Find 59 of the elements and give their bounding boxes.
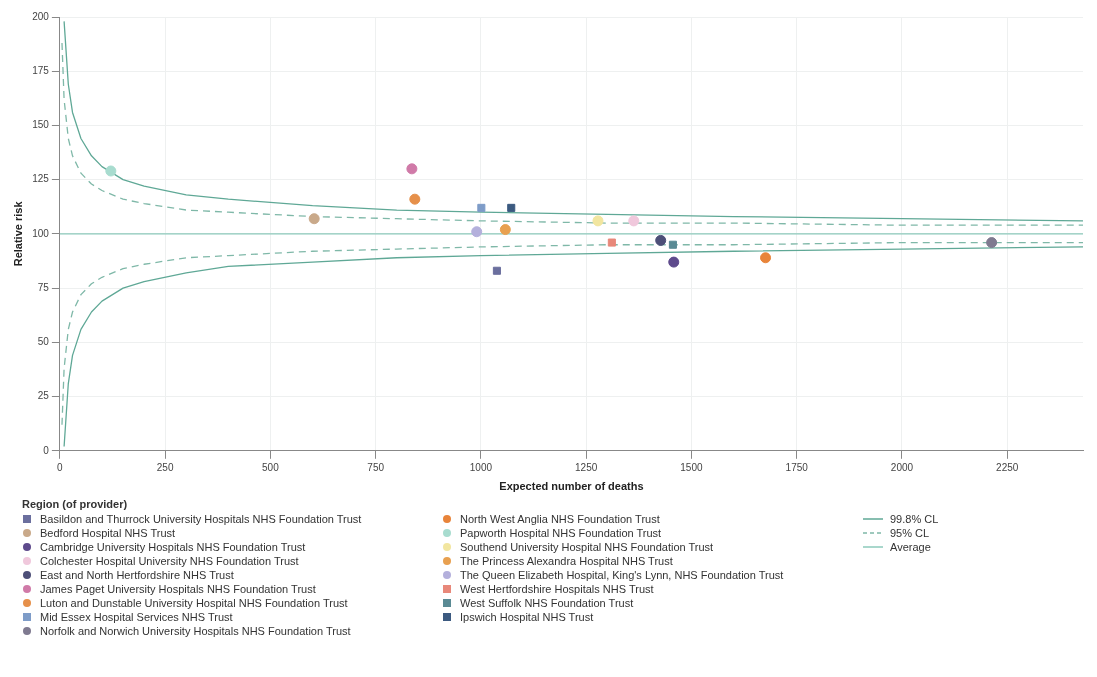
point <box>477 203 486 212</box>
point <box>668 240 677 249</box>
point <box>986 237 998 249</box>
legend-label: The Princess Alexandra Hospital NHS Trust <box>460 555 673 567</box>
x-tick-label: 1750 <box>785 461 809 473</box>
y-axis-title: Relative risk <box>11 200 24 267</box>
x-tick-label: 250 <box>156 461 174 473</box>
point <box>760 252 772 264</box>
x-tick-label: 2000 <box>890 461 914 473</box>
point <box>492 266 501 275</box>
point <box>592 215 604 227</box>
legend-label: The Queen Elizabeth Hospital, King's Lynn, NHS Foundation Trust <box>460 569 784 581</box>
point <box>406 163 418 175</box>
point <box>471 226 483 238</box>
y-tick-label: 175 <box>32 64 50 76</box>
point <box>308 213 320 225</box>
y-tick-label: 75 <box>37 281 50 293</box>
x-axis-title: Expected number of deaths <box>499 480 644 493</box>
x-tick-label: 1000 <box>469 461 493 473</box>
legend-label: Papworth Hospital NHS Foundation Trust <box>460 527 662 539</box>
y-tick-label: 0 <box>43 444 50 456</box>
x-tick-label: 2250 <box>996 461 1019 473</box>
legend-label: Cambridge University Hospitals NHS Foundation Trust <box>40 541 306 553</box>
legend-label: Ipswich Hospital NHS Trust <box>460 611 594 623</box>
point <box>607 238 616 247</box>
y-tick-label: 125 <box>32 173 50 185</box>
y-tick-label: 200 <box>32 10 50 22</box>
legend-label: Colchester Hospital University NHS Foundation Trust <box>40 555 299 567</box>
legend-label: Luton and Dunstable University Hospital NHS Foundation Trust <box>40 597 348 609</box>
legend-label: North West Anglia NHS Foundation Trust <box>460 513 660 525</box>
legend-label: Average <box>890 541 931 553</box>
legend-label: Bedford Hospital NHS Trust <box>40 527 176 539</box>
x-tick-label: 750 <box>367 461 385 473</box>
point <box>628 215 640 227</box>
point <box>507 203 516 212</box>
legend-label: Norfolk and Norwich University Hospitals NHS Foundation Trust <box>40 625 351 637</box>
y-tick-label: 150 <box>32 119 50 131</box>
point <box>655 234 667 246</box>
legend-label: Southend University Hospital NHS Foundation Trust <box>460 541 714 553</box>
x-tick-label: 1500 <box>680 461 703 473</box>
point <box>499 224 511 236</box>
legend-label: 95% CL <box>890 527 930 539</box>
legend-title: Region (of provider) <box>22 498 129 510</box>
point <box>105 165 117 177</box>
legend-label: James Paget University Hospitals NHS Foundation Trust <box>40 583 316 595</box>
y-tick-label: 50 <box>37 336 50 348</box>
y-tick-label: 25 <box>37 390 50 402</box>
point <box>668 256 680 268</box>
y-tick-label: 100 <box>32 227 50 239</box>
x-tick-label: 500 <box>262 461 280 473</box>
legend-label: East and North Hertfordshire NHS Trust <box>40 569 234 581</box>
legend-label: West Suffolk NHS Foundation Trust <box>460 597 634 609</box>
legend-label: Basildon and Thurrock University Hospitals NHS Foundation Trust <box>40 513 362 525</box>
x-tick-label: 1250 <box>575 461 598 473</box>
legend-label: 99.8% CL <box>890 513 939 525</box>
legend-label: Mid Essex Hospital Services NHS Trust <box>40 611 233 623</box>
legend-label: West Hertfordshire Hospitals NHS Trust <box>460 583 654 595</box>
point <box>409 193 421 205</box>
x-tick-label: 0 <box>57 461 64 473</box>
